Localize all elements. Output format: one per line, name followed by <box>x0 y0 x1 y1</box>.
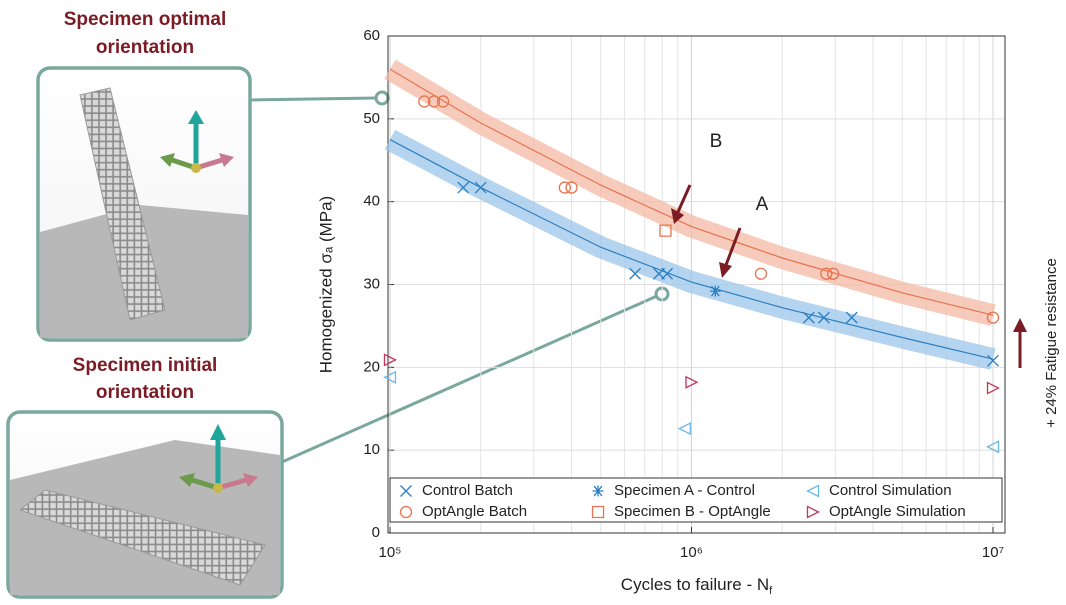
figure: Specimen optimal orientation Specimen in… <box>0 0 1066 605</box>
y-tick-label: 10 <box>363 441 380 458</box>
legend-label: OptAngle Batch <box>422 503 527 520</box>
marker <box>755 268 766 279</box>
x-axis-label: Cycles to failure - Nf <box>621 575 773 596</box>
panel-initial: Specimen initial orientation <box>8 355 282 597</box>
axis-origin <box>191 163 201 173</box>
panel-title: orientation <box>96 382 194 403</box>
panel-optimal: Specimen optimal orientation <box>38 9 250 340</box>
axis-origin <box>213 483 223 493</box>
x-tick-label: 10⁷ <box>982 544 1004 561</box>
side-note: + 24% Fatigue resistance <box>1043 258 1060 428</box>
x-axis-label-sub: f <box>769 585 773 597</box>
legend-label: OptAngle Simulation <box>829 503 966 520</box>
x-tick-label: 10⁶ <box>680 544 703 561</box>
y-axis-label: Homogenized σₐ (MPa) <box>316 196 335 373</box>
legend-label: Specimen B - OptAngle <box>614 503 771 520</box>
annotation-arrow <box>678 185 690 212</box>
annotation-arrowhead <box>719 262 732 278</box>
connector-end <box>376 92 388 104</box>
legend-label: Control Batch <box>422 482 513 499</box>
y-tick-label: 60 <box>363 27 380 44</box>
legend-label: Specimen A - Control <box>614 482 755 499</box>
panel-title: Specimen optimal <box>64 9 227 30</box>
y-tick-label: 30 <box>363 275 380 292</box>
x-axis-label-text: Cycles to failure - N <box>621 575 769 594</box>
legend-label: Control Simulation <box>829 482 952 499</box>
panel-title: Specimen initial <box>73 355 218 376</box>
x-tick-label: 10⁵ <box>379 544 402 561</box>
annotation: B <box>710 131 723 152</box>
marker <box>559 182 570 193</box>
y-tick-label: 40 <box>363 193 380 210</box>
y-tick-label: 20 <box>363 358 380 375</box>
connector <box>250 98 376 100</box>
marker <box>679 423 690 434</box>
panel-title: orientation <box>96 37 194 58</box>
annotation: A <box>756 194 769 215</box>
y-tick-label: 0 <box>372 524 380 541</box>
side-arrowhead <box>1013 318 1027 332</box>
y-tick-label: 50 <box>363 110 380 127</box>
